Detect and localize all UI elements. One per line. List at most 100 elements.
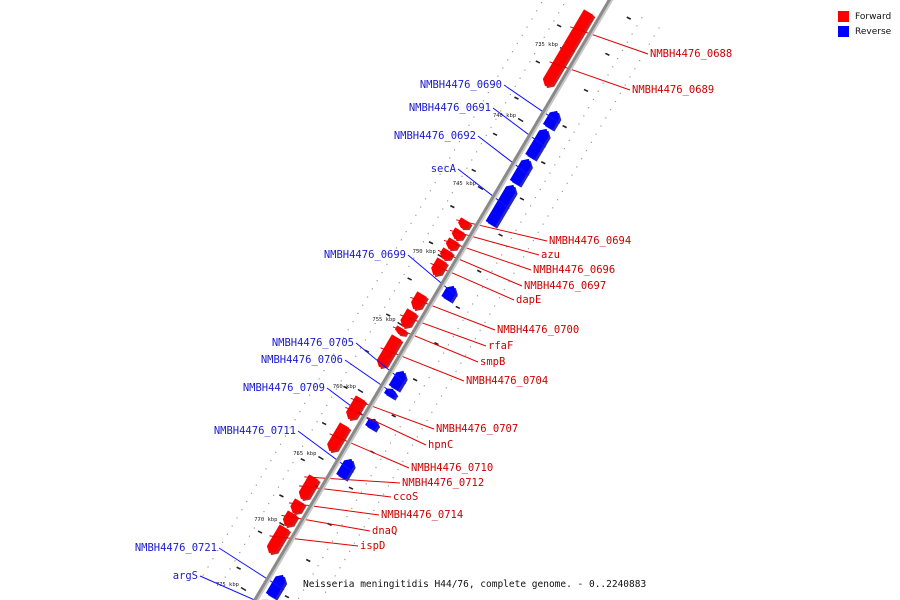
guide-dot bbox=[443, 352, 445, 354]
guide-dot bbox=[562, 4, 565, 6]
minor-tick bbox=[626, 16, 632, 20]
guide-dot bbox=[529, 61, 531, 63]
gene-arrow[interactable] bbox=[441, 285, 456, 302]
gene-label[interactable]: NMBH4476_0692 bbox=[394, 130, 476, 142]
gene-arrow[interactable] bbox=[542, 110, 560, 130]
guide-dot bbox=[333, 353, 335, 355]
guide-dot bbox=[373, 509, 375, 512]
gene-arrow[interactable] bbox=[439, 247, 453, 260]
guide-dot bbox=[532, 239, 534, 242]
guide-dot bbox=[515, 229, 517, 231]
gene-label[interactable]: NMBH4476_0694 bbox=[549, 235, 631, 247]
gene-label[interactable]: NMBH4476_0709 bbox=[243, 382, 325, 394]
gene-leader bbox=[329, 433, 410, 469]
guide-dot bbox=[491, 270, 493, 272]
guide-dot bbox=[480, 143, 483, 145]
gene-arrow[interactable] bbox=[290, 498, 305, 514]
gene-arrow[interactable] bbox=[327, 422, 350, 452]
gene-label[interactable]: rfaF bbox=[488, 340, 513, 352]
minor-tick bbox=[540, 161, 546, 165]
gene-label[interactable]: NMBH4476_0690 bbox=[420, 79, 502, 91]
minor-tick bbox=[321, 421, 327, 426]
guide-dot bbox=[456, 183, 458, 186]
guide-dot bbox=[207, 566, 209, 568]
gene-arrow[interactable] bbox=[451, 227, 465, 240]
gene-label[interactable]: NMBH4476_0688 bbox=[650, 48, 732, 60]
guide-dot bbox=[402, 460, 404, 462]
guide-dot bbox=[399, 426, 401, 428]
gene-arrow[interactable] bbox=[298, 478, 317, 500]
gene-leader bbox=[503, 84, 561, 124]
guide-dot bbox=[379, 314, 381, 316]
gene-arrow[interactable] bbox=[266, 524, 290, 554]
gene-label[interactable]: NMBH4476_0699 bbox=[324, 249, 406, 261]
gene-label[interactable]: NMBH4476_0721 bbox=[135, 542, 217, 554]
gene-label[interactable]: dapE bbox=[516, 294, 541, 306]
guide-dot bbox=[316, 421, 318, 423]
guide-dot bbox=[328, 361, 330, 364]
gene-label[interactable]: NMBH4476_0712 bbox=[402, 477, 484, 489]
guide-dot bbox=[344, 558, 346, 561]
gene-label[interactable]: NMBH4476_0711 bbox=[214, 425, 296, 437]
scale-label: 765 kbp bbox=[293, 451, 316, 457]
gene-label[interactable]: ccoS bbox=[393, 491, 418, 503]
gene-label[interactable]: NMBH4476_0714 bbox=[381, 509, 463, 521]
gene-arrow[interactable] bbox=[485, 184, 516, 227]
gene-arrow[interactable] bbox=[458, 217, 471, 229]
gene-arrow[interactable] bbox=[388, 370, 406, 391]
legend: Forward Reverse bbox=[838, 9, 891, 39]
gene-leader bbox=[456, 219, 548, 242]
gene-label[interactable]: NMBH4476_0696 bbox=[533, 264, 615, 276]
guide-dot bbox=[339, 567, 341, 569]
guide-dot bbox=[510, 237, 512, 240]
gene-arrow[interactable] bbox=[383, 388, 397, 399]
gene-arrow[interactable] bbox=[431, 257, 447, 276]
gene-arrow[interactable] bbox=[525, 128, 549, 160]
legend-label-forward: Forward bbox=[855, 11, 892, 22]
guide-dot bbox=[217, 549, 219, 552]
gene-label[interactable]: NMBH4476_0704 bbox=[466, 375, 548, 387]
guide-dot bbox=[385, 450, 387, 452]
guide-dot bbox=[583, 115, 585, 117]
gene-leader bbox=[344, 359, 399, 398]
gene-label[interactable]: NMBH4476_0700 bbox=[497, 324, 579, 336]
gene-label[interactable]: secA bbox=[431, 163, 457, 175]
guide-dot bbox=[523, 256, 525, 258]
gene-arrow[interactable] bbox=[346, 401, 362, 420]
guide-dot bbox=[330, 396, 333, 398]
guide-dot bbox=[507, 59, 509, 61]
guide-dot bbox=[311, 429, 313, 431]
guide-dot bbox=[597, 90, 599, 92]
guide-dot bbox=[531, 18, 533, 20]
gene-arrow[interactable] bbox=[282, 510, 298, 527]
gene-label[interactable]: NMBH4476_0689 bbox=[632, 84, 714, 96]
gene-arrow[interactable] bbox=[265, 574, 286, 599]
gene-arrow[interactable] bbox=[336, 458, 354, 480]
gene-label[interactable]: NMBH4476_0710 bbox=[411, 462, 493, 474]
gene-label[interactable]: NMBH4476_0697 bbox=[524, 280, 606, 292]
gene-label[interactable]: NMBH4476_0706 bbox=[261, 354, 343, 366]
guide-dot bbox=[461, 175, 463, 177]
gene-arrow[interactable] bbox=[365, 418, 379, 431]
gene-label[interactable]: hpnC bbox=[428, 439, 453, 451]
guide-dot bbox=[525, 213, 527, 215]
gene-label[interactable]: azu bbox=[541, 249, 560, 261]
gene-label[interactable]: ispD bbox=[360, 540, 385, 552]
guide-dot bbox=[329, 583, 331, 585]
gene-label[interactable]: NMBH4476_0691 bbox=[409, 102, 491, 114]
reverse-swatch bbox=[838, 26, 849, 37]
guide-dot bbox=[334, 575, 336, 577]
gene-label[interactable]: smpB bbox=[480, 356, 505, 368]
guide-dot bbox=[382, 493, 385, 495]
gene-label[interactable]: NMBH4476_0705 bbox=[272, 337, 354, 349]
guide-dot bbox=[458, 141, 460, 143]
guide-dot bbox=[487, 91, 489, 94]
gene-label[interactable]: NMBH4476_0707 bbox=[436, 423, 518, 435]
guide-dot bbox=[341, 524, 343, 526]
guide-dot bbox=[476, 295, 479, 297]
gene-arrow[interactable] bbox=[509, 158, 531, 186]
guide-dot bbox=[626, 41, 628, 43]
gene-label[interactable]: argS bbox=[173, 570, 198, 582]
gene-label[interactable]: dnaQ bbox=[372, 525, 397, 537]
guide-dot bbox=[403, 273, 405, 276]
